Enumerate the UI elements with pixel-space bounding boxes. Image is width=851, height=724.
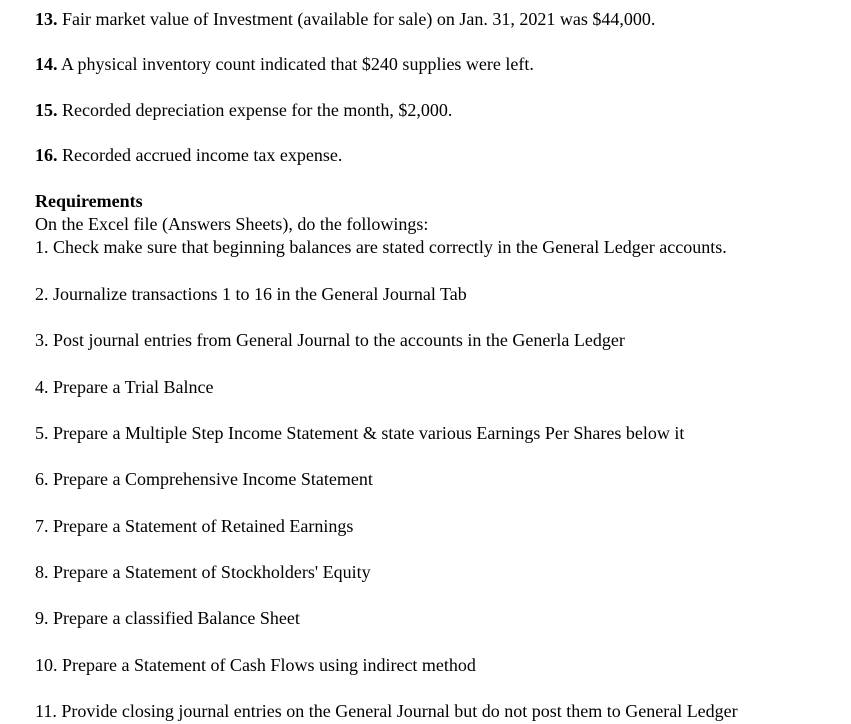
item-16-text: Recorded accrued income tax expense.	[58, 145, 343, 165]
req-6: 6. Prepare a Comprehensive Income Statem…	[35, 468, 816, 491]
req-1: 1. Check make sure that beginning balanc…	[35, 236, 816, 259]
req-11: 11. Provide closing journal entries on t…	[35, 700, 816, 723]
item-16: 16. Recorded accrued income tax expense.	[35, 144, 816, 167]
item-13: 13. Fair market value of Investment (ava…	[35, 8, 816, 31]
item-14-text: A physical inventory count indicated tha…	[58, 54, 534, 74]
item-16-num: 16.	[35, 145, 58, 165]
item-14-num: 14.	[35, 54, 58, 74]
item-13-text: Fair market value of Investment (availab…	[58, 9, 656, 29]
req-2: 2. Journalize transactions 1 to 16 in th…	[35, 283, 816, 306]
req-8: 8. Prepare a Statement of Stockholders' …	[35, 561, 816, 584]
requirements-heading: Requirements	[35, 190, 816, 213]
req-3: 3. Post journal entries from General Jou…	[35, 329, 816, 352]
item-15: 15. Recorded depreciation expense for th…	[35, 99, 816, 122]
req-7: 7. Prepare a Statement of Retained Earni…	[35, 515, 816, 538]
item-14: 14. A physical inventory count indicated…	[35, 53, 816, 76]
requirements-intro: On the Excel file (Answers Sheets), do t…	[35, 213, 816, 236]
item-15-num: 15.	[35, 100, 58, 120]
req-10: 10. Prepare a Statement of Cash Flows us…	[35, 654, 816, 677]
item-13-num: 13.	[35, 9, 58, 29]
item-15-text: Recorded depreciation expense for the mo…	[58, 100, 453, 120]
req-9: 9. Prepare a classified Balance Sheet	[35, 607, 816, 630]
req-4: 4. Prepare a Trial Balnce	[35, 376, 816, 399]
req-5: 5. Prepare a Multiple Step Income Statem…	[35, 422, 816, 445]
